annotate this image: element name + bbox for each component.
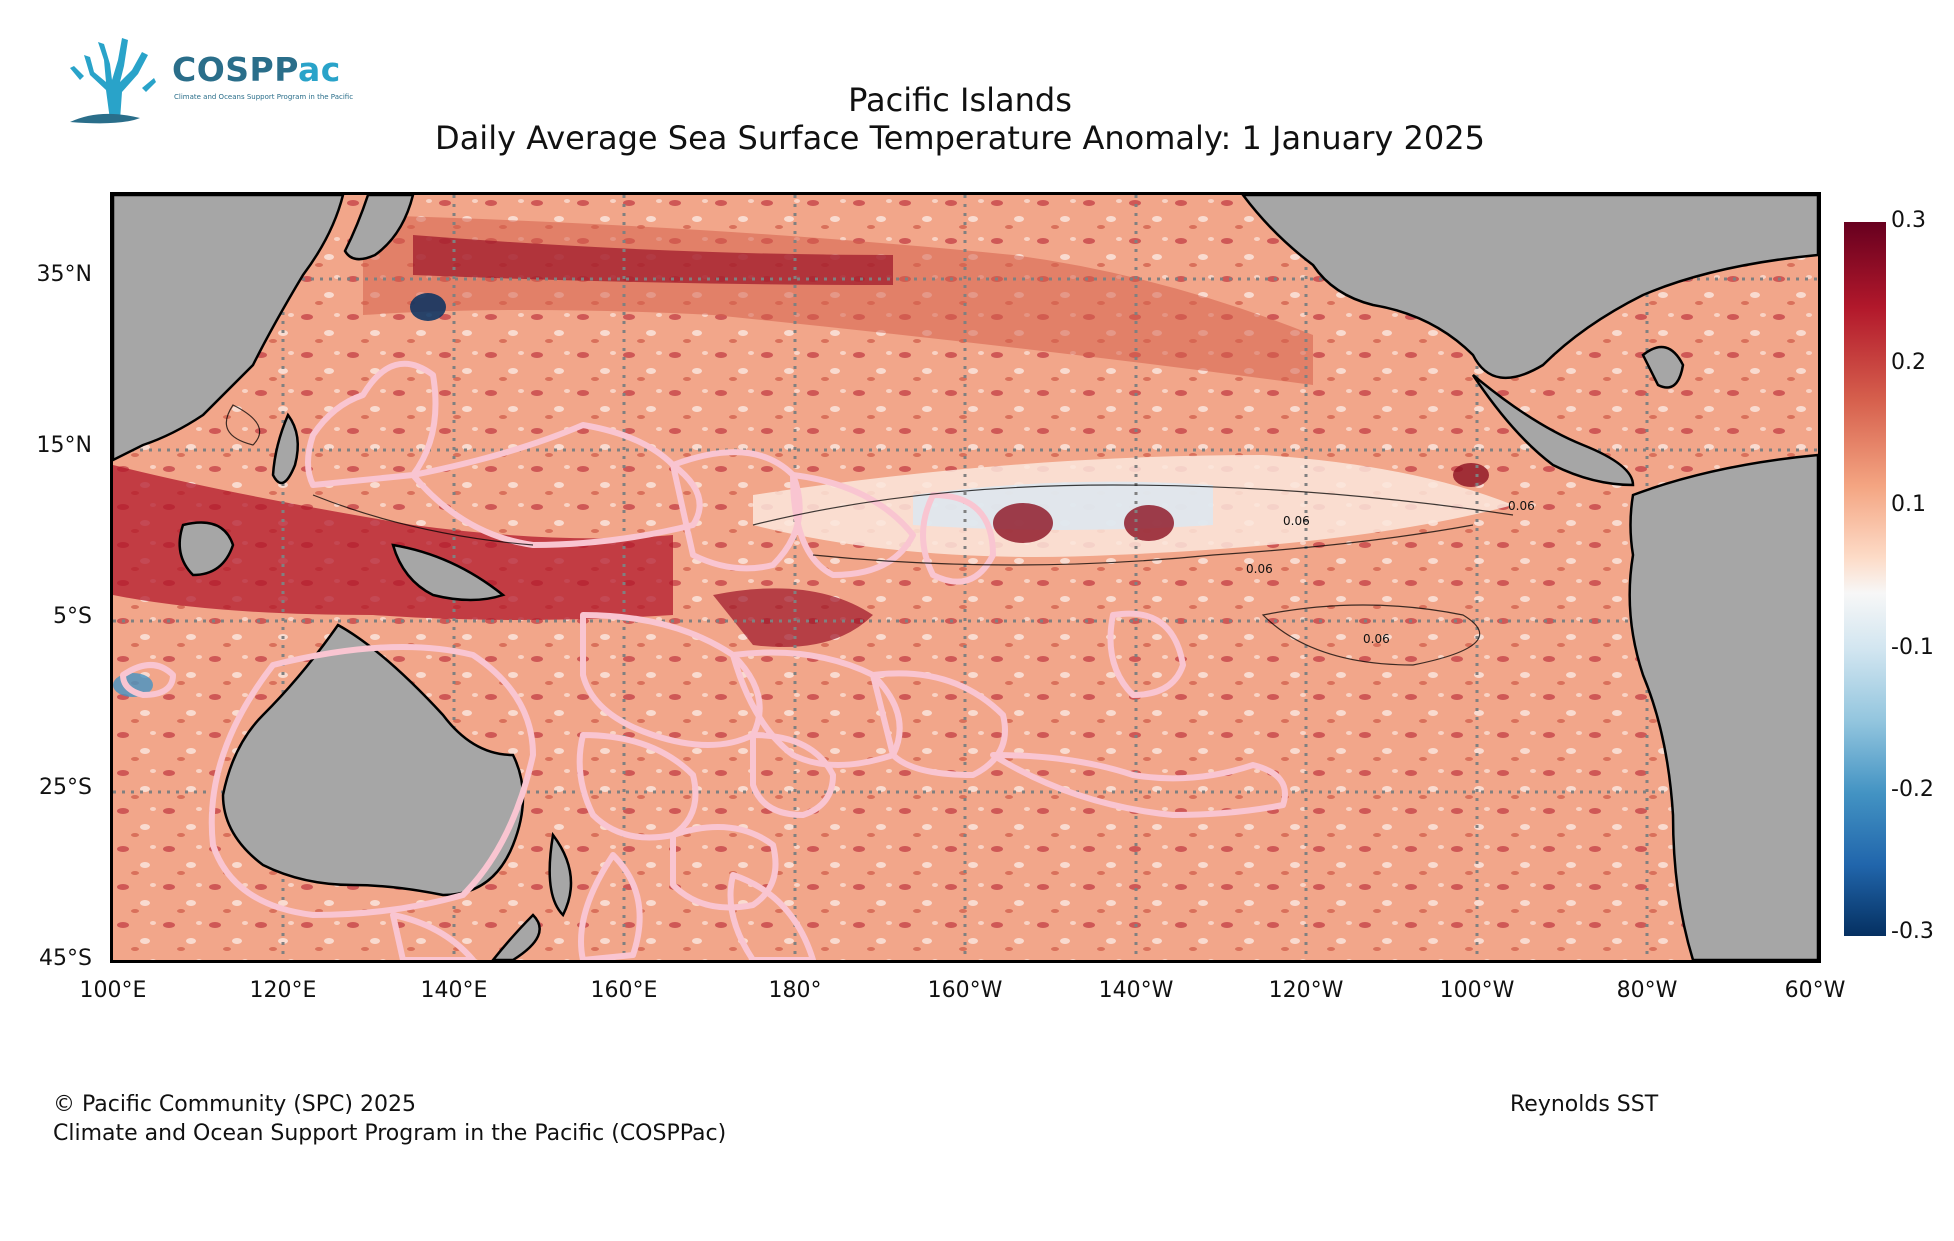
- logo-tagline: Climate and Oceans Support Program in th…: [174, 93, 354, 101]
- new-zealand-south: [491, 913, 541, 960]
- colorbar-label-0-1: 0.1: [1891, 492, 1926, 517]
- lon-label-180: 180°: [768, 978, 822, 1003]
- land: [113, 195, 1818, 960]
- logo-wordmark: COSPPac: [172, 50, 341, 89]
- svg-text:0.06: 0.06: [1508, 499, 1535, 513]
- lon-label-100e: 100°E: [79, 978, 147, 1003]
- svg-text:0.06: 0.06: [1363, 632, 1390, 646]
- coral-logo-icon: [70, 38, 156, 124]
- florida: [1641, 345, 1685, 389]
- new-guinea: [391, 543, 506, 602]
- warm-eddy-4: [1453, 463, 1489, 487]
- cold-eddy: [410, 293, 446, 321]
- lat-label-5s: 5°S: [53, 604, 92, 629]
- japan: [343, 195, 415, 261]
- colorbar-label-min: -0.3: [1891, 919, 1934, 944]
- lon-label-160e: 160°E: [590, 978, 658, 1003]
- lat-label-45s: 45°S: [39, 946, 92, 971]
- sst-anomaly-map: 0.06 0.06 0.06 0.06: [110, 192, 1821, 963]
- new-zealand-north: [548, 831, 573, 918]
- contour-lines: [225, 404, 1514, 666]
- lat-label-25s: 25°S: [39, 775, 92, 800]
- lon-label-160w: 160°W: [927, 978, 1003, 1003]
- map-subtitle: Daily Average Sea Surface Temperature An…: [435, 119, 1485, 157]
- west-pacific-warm-pool: [113, 465, 673, 620]
- central-america: [1471, 374, 1635, 487]
- logo-wordmark-main: COSPP: [172, 50, 299, 89]
- kuroshio-warm-band: [413, 235, 893, 285]
- contour-labels: 0.06 0.06 0.06 0.06: [1246, 499, 1535, 646]
- eez-boundaries: [120, 360, 1288, 960]
- map-title: Pacific Islands: [848, 81, 1072, 119]
- lon-label-120w: 120°W: [1268, 978, 1344, 1003]
- south-america: [1628, 453, 1818, 960]
- australia: [221, 623, 525, 897]
- north-america: [1241, 195, 1818, 380]
- program-text: Climate and Ocean Support Program in the…: [53, 1121, 727, 1146]
- logo-wordmark-accent: ac: [298, 50, 341, 89]
- colorbar: [1844, 222, 1886, 936]
- asia-landmass: [113, 195, 345, 462]
- colorbar-label-neg-0-1: -0.1: [1891, 635, 1934, 660]
- colorbar-label-max: 0.3: [1891, 208, 1926, 233]
- lon-label-120e: 120°E: [249, 978, 317, 1003]
- colorbar-label-neg-0-2: -0.2: [1891, 777, 1934, 802]
- lon-label-140w: 140°W: [1098, 978, 1174, 1003]
- warm-eddy: [713, 588, 873, 647]
- cosppac-logo: COSPPac Climate and Oceans Support Progr…: [60, 30, 360, 125]
- svg-text:0.06: 0.06: [1246, 562, 1273, 576]
- philippines: [271, 412, 300, 485]
- lon-label-140e: 140°E: [420, 978, 488, 1003]
- borneo: [178, 521, 235, 577]
- lat-label-35n: 35°N: [36, 262, 92, 287]
- lat-label-15n: 15°N: [36, 433, 92, 458]
- warm-eddy-2: [993, 503, 1053, 543]
- lon-label-80w: 80°W: [1616, 978, 1678, 1003]
- svg-text:0.06: 0.06: [1283, 514, 1310, 528]
- lon-label-100w: 100°W: [1439, 978, 1515, 1003]
- data-source-text: Reynolds SST: [1510, 1092, 1659, 1117]
- copyright-text: © Pacific Community (SPC) 2025: [53, 1092, 416, 1117]
- colorbar-label-0-2: 0.2: [1891, 350, 1926, 375]
- warm-eddy-3: [1124, 505, 1174, 541]
- lon-label-60w: 60°W: [1784, 978, 1846, 1003]
- map-canvas: 0.06 0.06 0.06 0.06: [113, 195, 1818, 960]
